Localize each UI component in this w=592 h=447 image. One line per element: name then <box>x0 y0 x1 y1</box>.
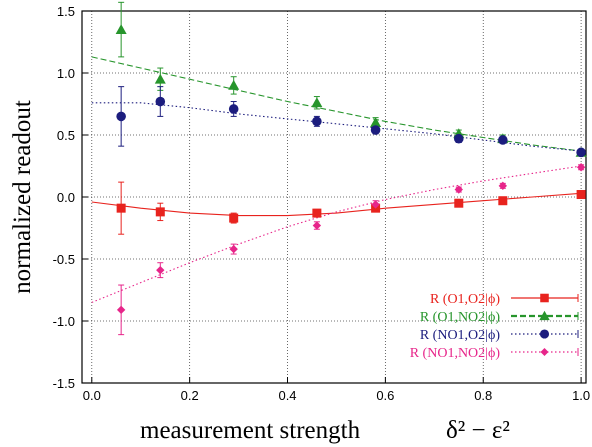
data-points <box>115 24 587 315</box>
y-tick-label: 1.5 <box>57 4 75 19</box>
y-axis-label: normalized readout <box>9 100 36 294</box>
data-point-series-1 <box>116 203 126 213</box>
x-tick-label: 1.0 <box>572 388 590 403</box>
y-tick-label: 0.0 <box>57 190 75 205</box>
y-tick-label: 0.5 <box>57 128 75 143</box>
data-point-series-1 <box>454 198 464 208</box>
x-tick-label: 0.8 <box>474 388 492 403</box>
error-bars <box>118 1 585 336</box>
fit-lines <box>91 56 582 303</box>
data-point-series-1 <box>312 208 322 218</box>
y-tick-label: -1.0 <box>53 314 75 329</box>
data-point-series-3 <box>228 104 239 114</box>
legend-marker <box>539 310 550 321</box>
data-point-series-1 <box>155 207 165 217</box>
y-tick-label: -1.5 <box>53 376 75 391</box>
legend-marker <box>539 329 550 339</box>
data-point-series-4 <box>229 244 238 254</box>
y-tick-label: 1.0 <box>57 66 75 81</box>
data-point-series-3 <box>370 125 381 135</box>
data-point-series-2 <box>370 117 382 127</box>
data-point-series-4 <box>116 305 126 315</box>
legend-marker <box>540 348 549 356</box>
legend-label: R (O1,O2|ϕ) <box>430 292 500 307</box>
x-tick-label: 0.0 <box>83 388 101 403</box>
x-axis-formula: δ² − ε² <box>446 417 510 444</box>
data-point-series-3 <box>155 96 166 107</box>
fit-line-series-4 <box>91 165 582 303</box>
data-point-series-1 <box>498 196 508 206</box>
legend-label: R (NO1,O2|ϕ) <box>420 328 501 343</box>
grid-lines <box>82 11 586 383</box>
fit-line-series-2 <box>91 56 582 152</box>
legend-label: R (O1,NO2|ϕ) <box>420 310 501 325</box>
x-axis-label: measurement strength <box>140 417 361 444</box>
legend-marker <box>540 293 549 303</box>
data-point-series-3 <box>576 147 586 158</box>
data-point-series-2 <box>311 97 323 108</box>
fit-line-series-3 <box>91 102 582 152</box>
data-point-series-4 <box>156 265 165 275</box>
data-point-series-2 <box>228 79 240 90</box>
legend: R (O1,O2|ϕ) R (O1,NO2|ϕ) R (NO1,O2|ϕ) R (NO… <box>410 292 579 361</box>
y-tick-label: -0.5 <box>53 252 75 267</box>
data-point-series-4 <box>576 163 586 172</box>
x-tick-label: 0.6 <box>376 388 394 403</box>
data-point-series-3 <box>312 116 322 127</box>
data-point-series-3 <box>498 135 508 145</box>
x-tick-label: 0.2 <box>181 388 199 403</box>
data-point-series-1 <box>576 190 586 200</box>
data-point-series-2 <box>115 24 127 34</box>
data-point-series-3 <box>116 111 126 122</box>
data-point-series-3 <box>453 133 464 144</box>
data-point-series-4 <box>498 181 508 191</box>
data-point-series-4 <box>371 200 380 209</box>
data-point-series-4 <box>454 185 463 194</box>
data-point-series-1 <box>229 213 239 223</box>
data-point-series-4 <box>312 221 322 230</box>
data-point-series-2 <box>154 73 166 84</box>
legend-label: R (NO1,NO2|ϕ) <box>410 346 501 361</box>
axis-ticks: 0.0 0.2 0.4 0.6 0.8 1.0 1.5 1.0 0.5 0.0 -0.5 -1.0 -1… <box>53 4 591 403</box>
x-tick-label: 0.4 <box>278 388 296 403</box>
